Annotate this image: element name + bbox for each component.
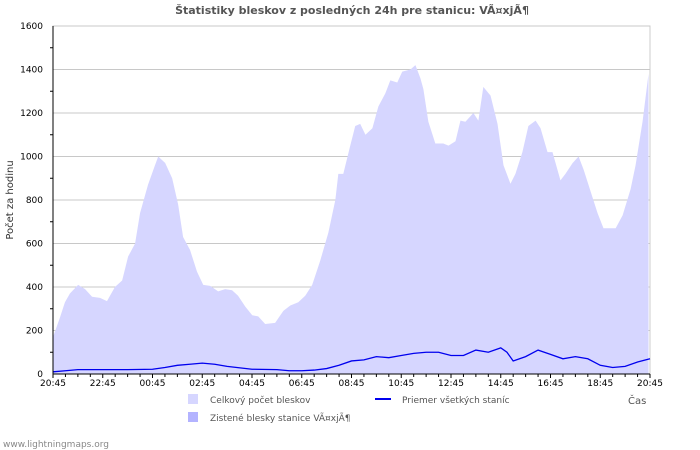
y-tick-label: 1200 — [20, 109, 43, 119]
y-tick-label: 0 — [37, 370, 43, 380]
x-tick-label: 16:45 — [538, 379, 564, 389]
x-tick-label: 20:45 — [40, 379, 66, 389]
legend-label-average: Priemer všetkých staníc — [402, 395, 510, 406]
y-tick-label: 1000 — [20, 153, 43, 163]
x-tick-label: 22:45 — [90, 379, 116, 389]
y-tick-label: 600 — [26, 240, 43, 250]
x-tick-label: 18:45 — [587, 379, 613, 389]
x-tick-label: 00:45 — [140, 379, 166, 389]
legend-swatch-total — [188, 394, 198, 404]
legend-label-station: Zistené blesky stanice VÃ¤xjÃ¶ — [210, 413, 351, 424]
y-axis-label: Počet za hodinu — [4, 160, 16, 239]
y-tick-label: 800 — [26, 196, 43, 206]
x-axis-label: Čas — [628, 394, 646, 407]
x-tick-label: 20:45 — [637, 379, 663, 389]
footer-credit[interactable]: www.lightningmaps.org — [3, 440, 109, 450]
series-total-area — [53, 65, 649, 375]
y-tick-label: 1600 — [20, 22, 43, 32]
y-tick-label: 400 — [26, 283, 43, 293]
legend: Celkový počet bleskov Zistené blesky sta… — [188, 394, 510, 424]
y-tick-label: 200 — [26, 327, 43, 337]
chart-title: Štatistiky bleskov z posledných 24h pre … — [175, 4, 529, 17]
legend-swatch-station — [188, 412, 198, 422]
x-tick-label: 10:45 — [388, 379, 414, 389]
legend-label-total: Celkový počet bleskov — [210, 395, 311, 406]
x-tick-label: 12:45 — [438, 379, 464, 389]
x-tick-label: 14:45 — [488, 379, 514, 389]
x-tick-label: 08:45 — [339, 379, 365, 389]
x-tick-label: 06:45 — [289, 379, 315, 389]
series-average-line — [52, 347, 651, 373]
x-tick-label: 02:45 — [189, 379, 215, 389]
x-tick-label: 04:45 — [239, 379, 265, 389]
y-tick-label: 1400 — [20, 66, 43, 76]
